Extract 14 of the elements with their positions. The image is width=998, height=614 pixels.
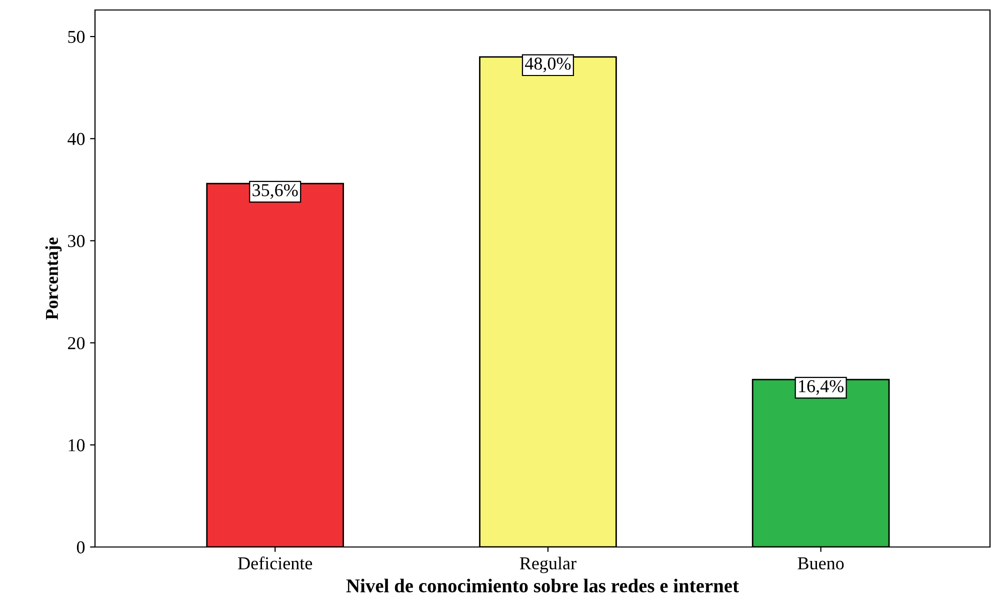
y-tick-label: 30: [68, 234, 85, 248]
x-axis-title: Nivel de conocimiento sobre las redes e internet: [346, 578, 739, 592]
y-tick-label: 40: [68, 132, 85, 146]
x-tick-label: Bueno: [798, 557, 844, 570]
y-axis-title: Porcentaje: [45, 238, 62, 320]
data-label: 48,0%: [524, 57, 571, 72]
y-tick-label: 10: [68, 439, 85, 452]
x-tick-label: Regular: [520, 556, 576, 574]
x-tick-label: Deficiente: [238, 556, 312, 570]
y-tick-label: 50: [68, 30, 85, 43]
y-tick-label: 0: [76, 541, 85, 554]
data-label: 16,4%: [799, 380, 844, 395]
y-tick-label: 20: [68, 337, 85, 350]
data-label: 35,6%: [252, 184, 298, 199]
